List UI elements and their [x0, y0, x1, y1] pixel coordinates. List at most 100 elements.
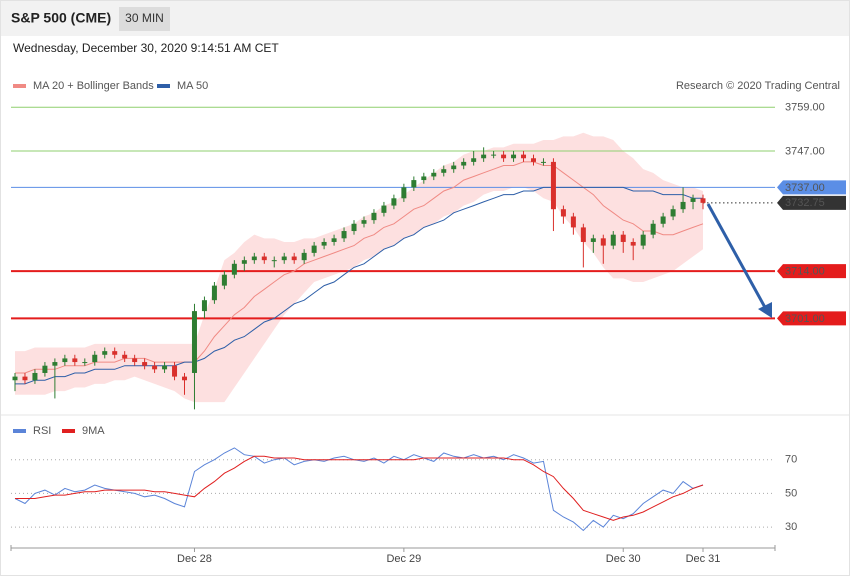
- candle-body: [42, 365, 48, 373]
- candle-body: [251, 256, 257, 261]
- bollinger-band: [15, 132, 703, 403]
- level-label: 3714.00: [785, 265, 825, 277]
- candle-body: [530, 158, 536, 162]
- candle-body: [511, 154, 517, 159]
- candle-body: [62, 358, 68, 363]
- candle-body: [92, 354, 98, 363]
- candle-body: [301, 252, 307, 261]
- candle-body: [381, 205, 387, 213]
- candle-body: [570, 216, 576, 228]
- candle-body: [411, 180, 417, 188]
- candle-body: [391, 198, 397, 206]
- candle-body: [72, 358, 78, 363]
- candle-body: [311, 245, 317, 253]
- candle-body: [550, 161, 556, 210]
- candle-body: [431, 172, 437, 177]
- candle-body: [241, 260, 247, 264]
- ma-line: [15, 186, 703, 385]
- x-tick-label: Dec 28: [177, 553, 212, 565]
- symbol: S&P 500 (CME): [11, 10, 111, 26]
- candle-body: [331, 238, 337, 242]
- legend-swatch: [13, 84, 26, 88]
- candle-body: [640, 234, 646, 246]
- candle-body: [491, 154, 497, 156]
- timestamp: Wednesday, December 30, 2020 9:14:51 AM …: [13, 41, 279, 55]
- level-label: 3701.00: [785, 313, 825, 325]
- candle-body: [620, 234, 626, 242]
- candle-body: [660, 216, 666, 224]
- legend-swatch: [157, 84, 170, 88]
- candle-body: [221, 274, 227, 286]
- ma-line: [15, 161, 704, 374]
- legend-label: MA 50: [177, 80, 208, 92]
- candle-body: [191, 311, 197, 373]
- level-tag: [777, 180, 846, 195]
- candle-body: [122, 354, 128, 359]
- y-tick-label: 70: [785, 454, 797, 466]
- level-label: 3759.00: [785, 102, 825, 114]
- candle-body: [102, 351, 108, 355]
- legend-swatch: [62, 429, 75, 433]
- candle-body: [52, 362, 58, 366]
- candle-body: [590, 238, 596, 242]
- candle-body: [341, 231, 347, 239]
- candle-body: [351, 223, 357, 232]
- level-label: 3737.00: [785, 182, 825, 194]
- candle-body: [371, 212, 377, 221]
- level-tag: [777, 264, 846, 279]
- candle-body: [451, 165, 457, 170]
- candle-body: [82, 362, 88, 364]
- candle-body: [142, 362, 148, 366]
- candle-body: [291, 256, 297, 261]
- y-tick-label: 50: [785, 487, 797, 499]
- candle-body: [540, 161, 546, 163]
- candle-body: [182, 376, 188, 381]
- candle-body: [580, 227, 586, 242]
- candle-body: [361, 220, 367, 224]
- candle-body: [271, 260, 277, 262]
- candle-body: [201, 300, 207, 312]
- candle-body: [670, 209, 676, 217]
- candle-body: [32, 372, 38, 381]
- candle-body: [630, 241, 636, 246]
- candle-body: [172, 365, 178, 377]
- level-label: 3747.00: [785, 145, 825, 157]
- candle-body: [112, 351, 118, 355]
- x-tick-label: Dec 30: [606, 553, 641, 565]
- x-tick-label: Dec 29: [386, 553, 421, 565]
- forecast-arrow: [706, 203, 772, 318]
- legend-swatch: [13, 429, 26, 433]
- candle-body: [22, 376, 28, 381]
- candle-body: [600, 238, 606, 246]
- candle-body: [680, 201, 686, 210]
- legend-label: 9MA: [82, 425, 105, 437]
- candle-body: [521, 154, 527, 159]
- interval[interactable]: 30 MIN: [125, 11, 164, 25]
- candle-body: [560, 209, 566, 217]
- interval-badge[interactable]: [119, 7, 170, 31]
- candle-body: [501, 154, 507, 159]
- candle-body: [281, 256, 287, 261]
- legend-label: MA 20 + Bollinger Bands: [33, 80, 154, 92]
- candle-body: [650, 223, 656, 235]
- candle-body: [132, 358, 138, 363]
- candle-body: [610, 234, 616, 246]
- rsi-line: [15, 455, 704, 521]
- legend-label: RSI: [33, 425, 51, 437]
- candle-body: [700, 198, 706, 203]
- candle-body: [461, 161, 467, 166]
- level-label: 3732.75: [785, 197, 825, 209]
- candle-body: [690, 198, 696, 202]
- rsi-line: [14, 447, 704, 532]
- level-tag: [777, 195, 846, 210]
- candle-body: [401, 187, 407, 199]
- x-tick-label: Dec 31: [686, 553, 721, 565]
- candle-body: [421, 176, 427, 181]
- candle-body: [441, 169, 447, 173]
- candle-body: [162, 365, 168, 370]
- level-tag: [777, 311, 846, 326]
- candle-body: [231, 263, 237, 275]
